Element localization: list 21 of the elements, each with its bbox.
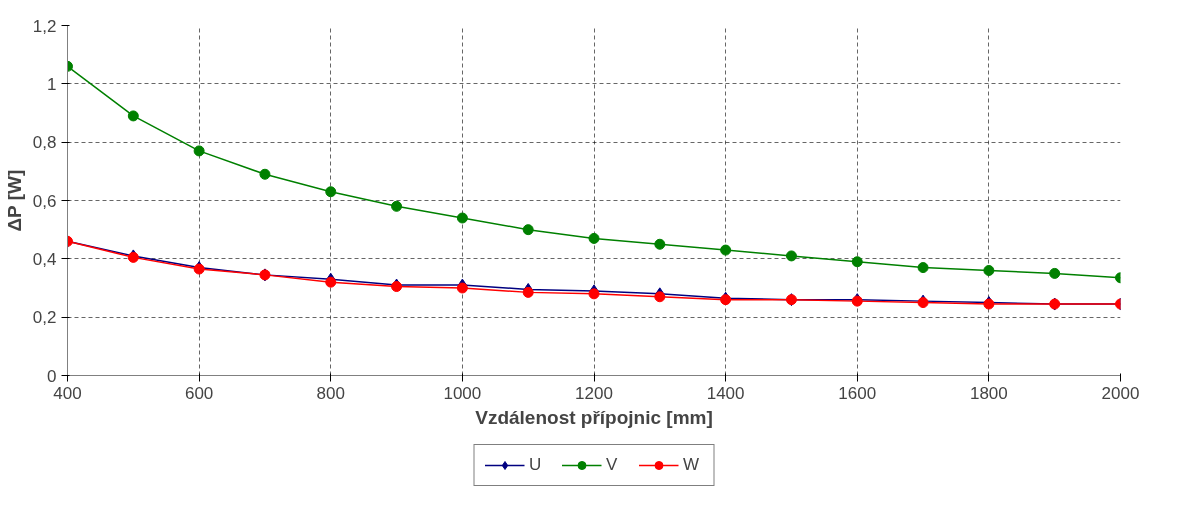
y-tick-label: 1 (47, 74, 57, 94)
x-tick-label: 1200 (575, 383, 613, 403)
y-tick-label: 0,8 (32, 133, 57, 153)
x-tick-label: 600 (184, 383, 214, 403)
y-tick-label: 0,4 (32, 249, 57, 269)
legend-label: W (683, 455, 701, 475)
y-tick-label: 0,6 (32, 191, 57, 211)
legend-label: U (529, 455, 543, 475)
x-tick-label: 1000 (443, 383, 482, 403)
legend-label: V (606, 455, 619, 475)
x-axis-title: Vzdálenost přípojnic [mm] (475, 406, 713, 428)
x-tick-label: 2000 (1101, 383, 1140, 403)
x-tick-label: 1400 (706, 383, 745, 403)
x-tick-label: 800 (316, 383, 345, 403)
y-tick-label: 0,2 (32, 308, 57, 328)
y-axis-title: ΔP [W] (3, 169, 25, 232)
x-tick-label: 400 (53, 383, 82, 403)
x-tick-label: 1800 (969, 383, 1008, 403)
y-tick-label: 1,2 (32, 16, 57, 36)
x-tick-label: 1600 (838, 383, 877, 403)
y-tick-label: 0 (47, 366, 57, 386)
